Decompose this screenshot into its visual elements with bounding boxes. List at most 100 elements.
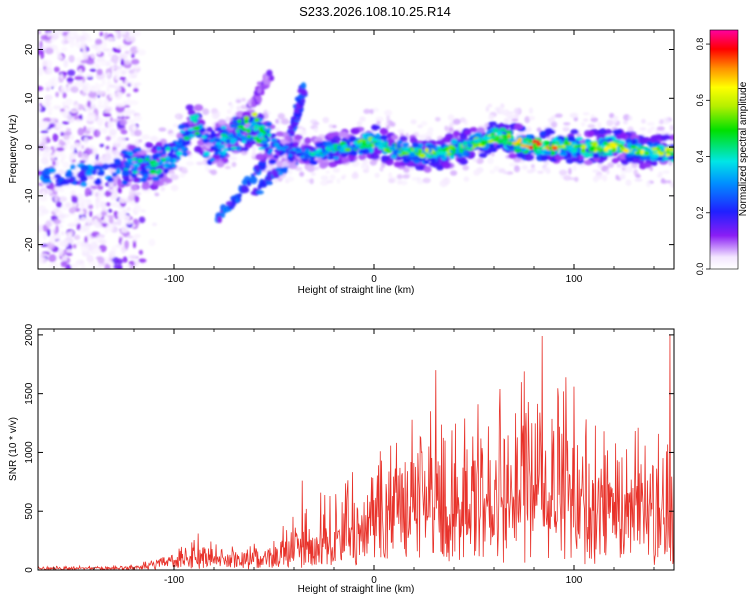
spectrogram-cell [67,69,76,77]
spectrogram-cell [49,262,57,269]
spectrogram-cell [49,117,59,122]
spectrogram-cell [523,137,530,142]
y-tick-label: 20 [24,44,35,56]
spectrogram-cell [62,92,67,99]
spectrogram-cell [104,117,112,123]
spectrogram-cell [458,148,464,154]
spectrogram-cell [188,133,195,139]
spectrogram-cell [80,164,89,171]
spectrogram-cell [273,179,278,183]
spectrogram-cell [662,117,671,125]
spectrogram-cell [589,145,596,150]
spectrogram-cell [363,108,371,114]
spectrogram-cell [130,184,138,191]
spectrogram-cell [104,191,112,197]
spectrogram-cell [56,147,65,152]
spectrogram-cell [82,50,88,59]
spectrogram-cell [194,131,201,136]
spectrogram-cell [77,259,81,265]
spectrogram-cell [69,144,76,151]
spectrogram-cell [493,165,500,172]
spectrogram-cell [646,141,653,146]
spectrogram-cell [590,114,595,119]
spectrogram-cell [40,51,45,60]
spectrogram-cell [67,38,75,44]
spectrogram-cell [65,139,71,146]
spectrogram-cell [84,130,91,135]
spectrogram-cell [521,165,528,170]
spectrogram-cell [656,174,663,178]
spectrogram-cell [97,189,106,199]
spectrogram-cell [503,118,509,124]
spectrogram-cell [379,166,384,172]
spectrogram-cell [332,124,337,129]
spectrogram-cell [124,115,130,120]
spectrogram-cell [43,171,51,176]
spectrogram-cell [52,133,59,142]
spectrogram-cell [379,127,389,135]
spectrogram-cell [49,81,56,87]
spectrogram-cell [231,161,237,168]
spectrogram-cell [388,172,393,178]
spectrogram-cell [266,69,273,77]
spectrogram-cell [76,38,80,43]
spectrogram-cell [168,132,176,137]
spectrogram-cell [89,210,93,218]
spectrogram-cell [217,150,224,155]
spectrogram-cell [503,137,509,141]
spectrogram-cell [668,161,673,166]
spectrogram-cell [97,256,105,264]
spectrogram-cell [106,36,115,43]
spectrogram-cell [220,125,227,130]
spectrogram-cell [65,264,72,269]
spectrogram-cell [181,166,188,171]
spectrogram-cell [117,136,126,143]
spectrogram-cell [503,171,509,175]
spectrogram-cell [241,140,247,144]
spectrogram-cell [91,190,97,197]
spectrogram-cell [184,124,190,129]
spectrogram-cell [151,175,160,182]
spectrogram-cell [376,143,383,148]
spectrogram-cell [396,144,402,149]
spectrogram-cell [68,213,77,217]
spectrogram-cell [628,115,633,121]
spectrogram-cell [79,175,88,182]
spectrogram-cell [113,48,121,53]
spectrogram-cell [567,135,575,142]
spectrogram-cell [57,169,65,175]
spectrogram-cell [296,152,302,156]
spectrogram-cell [133,147,142,152]
spectrogram-cell [625,179,632,186]
spectrogram-cell [536,127,542,132]
spectrogram-cell [200,135,207,139]
spectrogram-cell [46,228,51,237]
spectrogram-cell [109,49,113,55]
spectrogram-cell [540,155,549,162]
spectrogram-cell [133,88,139,93]
spectrogram-cell [118,237,123,246]
spectrogram-cell [154,171,161,175]
spectrogram-cell [97,263,102,268]
spectrogram-cell [39,67,44,77]
spectrogram-cell [609,112,614,119]
spectrogram-cell [111,63,115,73]
colorbar: 0.0 0.2 0.4 0.6 0.8 Normalized spectral ampl… [695,29,749,275]
spectrogram-cell [48,78,56,82]
spectrogram-cell [376,120,381,125]
spectrogram-cell [442,161,451,169]
spectrogram-cell [133,236,138,241]
spectrogram-cell [81,39,86,46]
spectrogram-cell [216,160,225,168]
spectrogram-cell [499,106,504,114]
spectrogram-cell [411,176,419,181]
spectrogram-cell [101,78,106,86]
spectrogram-cell [212,112,220,120]
snr-ylabel: SNR (10 * v/v) [8,417,19,481]
spectrogram-cell [583,159,593,166]
spectrogram-cell [557,145,564,149]
spectrogram-cell [61,231,65,236]
spectrogram-cell [86,38,93,42]
spectrogram-cell [416,177,421,181]
spectrogram-cell [109,116,113,122]
